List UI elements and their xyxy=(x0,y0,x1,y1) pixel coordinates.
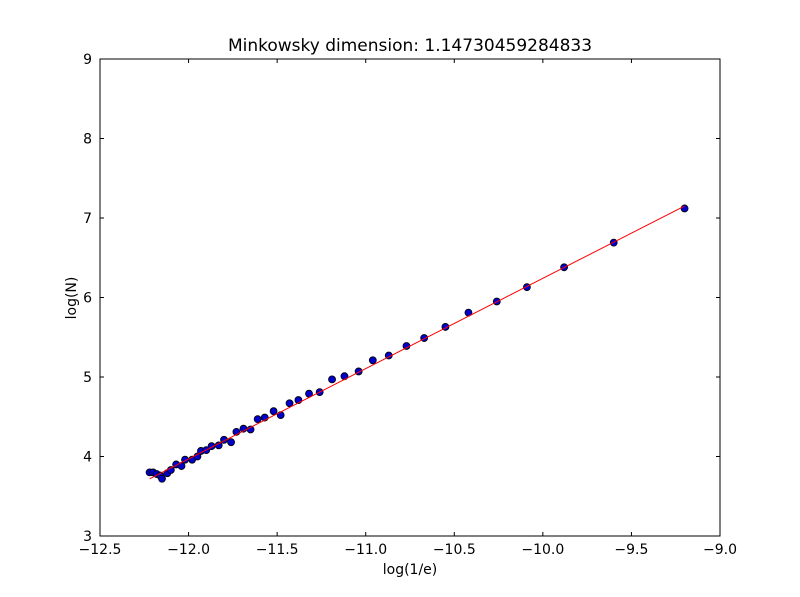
data-point xyxy=(328,375,336,384)
plot-frame xyxy=(99,58,721,537)
y-tick-label: 8 xyxy=(83,132,92,148)
x-tick-label: −11.5 xyxy=(256,542,299,558)
y-tick-label: 6 xyxy=(83,291,92,307)
x-tick-label: −9.0 xyxy=(703,542,737,558)
plot-area: −12.5 −12.0 −11.5 −11.0 −10.5 −10.0 −9.5 −9.0 3 4… xyxy=(79,52,737,558)
x-tick-label: −10.0 xyxy=(521,542,564,558)
fit-line xyxy=(149,205,685,480)
data-point xyxy=(680,204,689,213)
data-point xyxy=(158,474,166,483)
x-tick-label: −9.5 xyxy=(614,542,648,558)
x-tick-label: −12.5 xyxy=(79,542,122,558)
y-tick-label: 9 xyxy=(83,52,92,68)
data-point xyxy=(227,438,235,447)
data-point xyxy=(285,399,294,408)
y-tick-label: 3 xyxy=(83,529,92,545)
data-point xyxy=(214,441,223,450)
x-axis-label: log(1/e) xyxy=(383,562,438,578)
data-point xyxy=(402,342,411,350)
y-tick-label: 5 xyxy=(83,370,92,386)
y-tick-label: 7 xyxy=(83,211,92,227)
x-tick-label: −12.0 xyxy=(167,542,210,558)
data-point xyxy=(368,356,377,365)
chart-title: Minkowsky dimension: 1.14730459284833 xyxy=(228,36,592,56)
data-point xyxy=(269,407,278,416)
y-axis-label: log(N) xyxy=(64,277,80,320)
x-tick-label: −11.0 xyxy=(344,542,387,558)
data-point xyxy=(253,415,262,424)
x-tick-label: −10.5 xyxy=(433,542,476,558)
y-tick-label: 4 xyxy=(83,450,92,466)
